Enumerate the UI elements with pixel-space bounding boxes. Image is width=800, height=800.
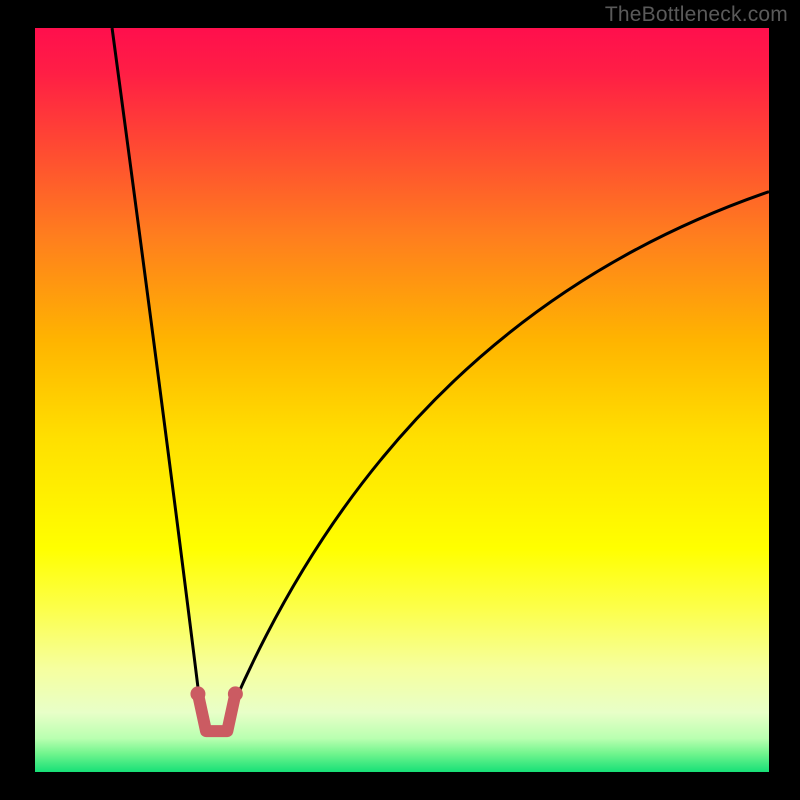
chart-gradient-bg [35,28,769,772]
watermark-text: TheBottleneck.com [605,3,788,27]
bottleneck-chart [0,0,800,800]
result-marker-endpoint-0 [190,686,205,701]
result-marker-endpoint-1 [228,686,243,701]
